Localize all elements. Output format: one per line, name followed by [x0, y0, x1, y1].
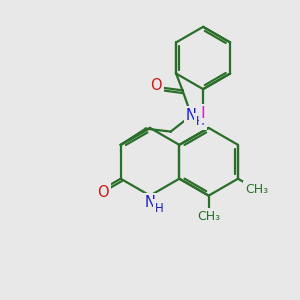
Text: CH₃: CH₃ — [197, 210, 220, 223]
Text: H: H — [196, 115, 205, 128]
Text: N: N — [145, 195, 155, 210]
Text: H: H — [155, 202, 164, 214]
Text: N: N — [186, 108, 197, 123]
Text: CH₃: CH₃ — [245, 183, 268, 196]
Text: O: O — [97, 185, 109, 200]
Text: O: O — [150, 79, 162, 94]
Text: I: I — [201, 106, 206, 121]
